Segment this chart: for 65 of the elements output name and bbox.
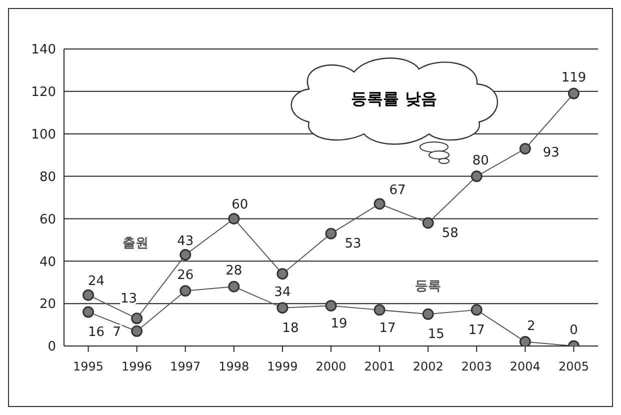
data-label: 24: [88, 274, 105, 290]
x-tick-label: 2001: [364, 360, 395, 374]
point: [374, 304, 386, 316]
point: [422, 308, 434, 320]
data-label: 26: [177, 268, 194, 283]
y-tick-label: 40: [39, 254, 56, 270]
point: [82, 306, 94, 318]
point: [519, 142, 531, 154]
x-tick-label: 1996: [122, 360, 152, 374]
data-label: 17: [379, 320, 396, 336]
point: [422, 217, 434, 229]
point: [131, 325, 143, 337]
x-tick-label: 1995: [73, 360, 104, 374]
point: [276, 302, 288, 314]
x-tick-label: 2003: [461, 360, 492, 374]
point: [519, 336, 531, 346]
data-label: 19: [330, 316, 348, 332]
series-label: 등록: [415, 279, 442, 294]
y-tick-label: 80: [39, 170, 56, 185]
x-tick-label: 2005: [558, 360, 589, 374]
point: [276, 268, 288, 280]
data-label: 13: [120, 291, 138, 306]
y-tick-label: 100: [31, 127, 56, 142]
data-label: 16: [88, 325, 105, 340]
data-label: 2: [527, 318, 536, 334]
point: [470, 304, 482, 316]
point: [374, 198, 386, 210]
point: [228, 280, 240, 292]
data-label: 58: [442, 226, 458, 241]
data-label: 18: [282, 320, 299, 336]
data-label: 0: [570, 323, 578, 338]
point: [568, 88, 580, 100]
point: [325, 228, 337, 240]
data-label: 7: [112, 325, 121, 340]
text: 출원: [122, 236, 148, 251]
y-tick-label: 120: [31, 85, 56, 100]
data-label: 34: [274, 284, 291, 300]
point: [228, 212, 240, 224]
data-label: 80: [472, 153, 489, 168]
data-label: 60: [232, 198, 248, 213]
x-tick-label: 2002: [412, 360, 444, 374]
point: [325, 300, 337, 312]
x-tick-label: 1998: [218, 360, 250, 374]
data-label: 28: [226, 264, 242, 279]
data-label: 119: [561, 70, 586, 86]
data-label: 67: [389, 182, 406, 198]
x-tick-label: 1997: [170, 360, 201, 374]
data-label: 15: [428, 327, 444, 342]
point: [131, 312, 143, 324]
point: [180, 285, 192, 297]
x-tick-label: 1999: [267, 360, 298, 374]
data-label: 93: [542, 146, 560, 161]
point: [470, 170, 482, 182]
x-tick-label: 2004: [510, 360, 540, 374]
y-tick-label: 20: [39, 297, 56, 312]
x-tick-label: 2000: [316, 360, 346, 374]
point: [82, 289, 94, 301]
y-tick-label: 60: [39, 212, 56, 228]
annotation: 등록률 낮음: [350, 89, 438, 110]
y-tick-label: 0: [48, 340, 56, 355]
data-label: 53: [344, 236, 362, 252]
y-tick-label: 140: [31, 42, 56, 58]
data-label: 17: [468, 322, 485, 338]
point: [180, 249, 192, 261]
data-label: 43: [177, 234, 194, 249]
